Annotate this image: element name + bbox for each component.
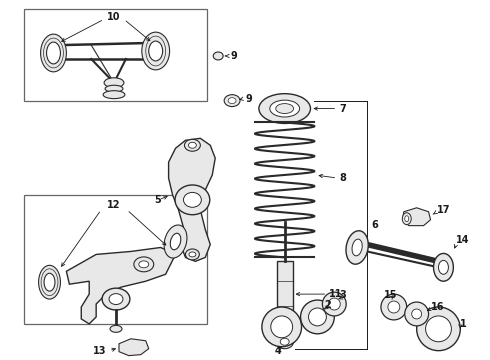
- Circle shape: [412, 309, 421, 319]
- Text: 9: 9: [230, 51, 237, 61]
- Ellipse shape: [103, 91, 125, 99]
- Ellipse shape: [149, 41, 163, 61]
- Text: 10: 10: [107, 12, 121, 22]
- Ellipse shape: [259, 94, 311, 123]
- Ellipse shape: [276, 335, 294, 349]
- Ellipse shape: [228, 98, 236, 104]
- Ellipse shape: [183, 192, 201, 207]
- Bar: [277, 261, 293, 334]
- Ellipse shape: [434, 253, 453, 281]
- Circle shape: [388, 301, 400, 313]
- Ellipse shape: [185, 249, 199, 260]
- Ellipse shape: [47, 42, 60, 64]
- Ellipse shape: [175, 185, 210, 215]
- Circle shape: [309, 308, 326, 326]
- Ellipse shape: [164, 225, 187, 258]
- Circle shape: [416, 307, 460, 351]
- Circle shape: [271, 316, 293, 338]
- Text: 12: 12: [107, 200, 121, 210]
- Ellipse shape: [109, 294, 123, 305]
- Text: 4: 4: [274, 346, 281, 356]
- Text: 5: 5: [154, 195, 161, 205]
- Ellipse shape: [402, 213, 411, 225]
- Text: 9: 9: [245, 94, 252, 104]
- Ellipse shape: [280, 338, 289, 345]
- Text: 7: 7: [339, 104, 346, 113]
- Ellipse shape: [184, 139, 200, 151]
- Ellipse shape: [189, 142, 196, 148]
- Text: 11: 11: [329, 289, 343, 299]
- Circle shape: [300, 300, 334, 334]
- Text: 1: 1: [460, 319, 467, 329]
- Ellipse shape: [105, 85, 123, 92]
- Ellipse shape: [170, 233, 181, 250]
- Bar: [24, 195, 207, 324]
- Text: 2: 2: [324, 300, 331, 310]
- Bar: [24, 9, 207, 100]
- Text: 17: 17: [437, 205, 450, 215]
- Polygon shape: [66, 247, 175, 324]
- Ellipse shape: [44, 273, 55, 291]
- Text: 3: 3: [340, 290, 346, 300]
- Ellipse shape: [41, 34, 66, 72]
- Text: 13: 13: [93, 346, 106, 356]
- Text: 14: 14: [456, 234, 470, 244]
- Text: 8: 8: [339, 173, 346, 183]
- Ellipse shape: [276, 104, 294, 113]
- Ellipse shape: [405, 216, 409, 222]
- Text: 16: 16: [431, 302, 444, 312]
- Text: 6: 6: [371, 220, 378, 230]
- Ellipse shape: [104, 78, 124, 88]
- Ellipse shape: [346, 231, 368, 264]
- Polygon shape: [119, 339, 149, 356]
- Ellipse shape: [102, 288, 130, 310]
- Ellipse shape: [213, 52, 223, 60]
- Ellipse shape: [352, 239, 362, 256]
- Circle shape: [426, 316, 451, 342]
- Ellipse shape: [142, 32, 170, 70]
- Circle shape: [322, 292, 346, 316]
- Ellipse shape: [139, 261, 149, 268]
- Polygon shape: [169, 138, 215, 261]
- Circle shape: [262, 307, 301, 347]
- Ellipse shape: [224, 95, 240, 107]
- Ellipse shape: [134, 257, 154, 272]
- Text: 15: 15: [384, 290, 397, 300]
- Polygon shape: [403, 208, 431, 226]
- Ellipse shape: [189, 252, 196, 257]
- Ellipse shape: [270, 100, 299, 117]
- Circle shape: [381, 294, 407, 320]
- Ellipse shape: [110, 325, 122, 332]
- Ellipse shape: [439, 260, 448, 274]
- Ellipse shape: [39, 265, 60, 299]
- Circle shape: [405, 302, 429, 326]
- Circle shape: [328, 298, 340, 310]
